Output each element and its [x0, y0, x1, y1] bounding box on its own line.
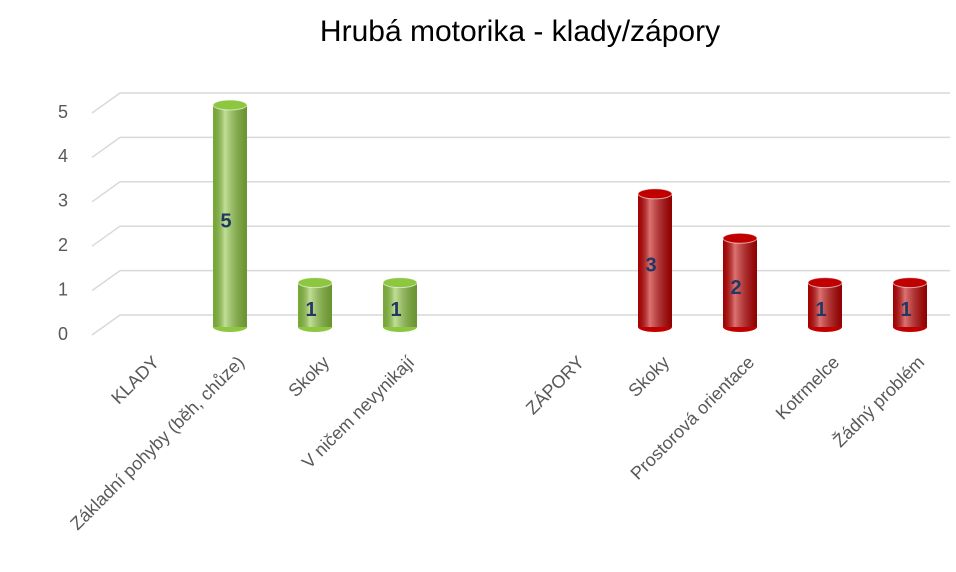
bar-shade — [298, 282, 332, 327]
data-label: 2 — [730, 277, 741, 299]
bar-top — [297, 277, 333, 289]
bar-group — [892, 277, 928, 332]
bar-shade — [893, 282, 927, 327]
y-tick-label: 5 — [58, 102, 68, 122]
bar-shade — [638, 193, 672, 327]
x-tick-label: KLADY — [107, 352, 163, 408]
grid-line — [91, 136, 950, 159]
y-tick-label: 2 — [58, 235, 68, 255]
x-tick-label: Kotrmelce — [772, 352, 843, 423]
data-label: 1 — [305, 299, 316, 321]
data-label: 3 — [645, 255, 656, 277]
bar-top — [722, 232, 758, 244]
data-label: 1 — [815, 299, 826, 321]
y-tick-label: 0 — [58, 324, 68, 344]
x-tick-label: Skoky — [624, 352, 673, 401]
x-tick-label: Základní pohyby (běh, chůze) — [66, 352, 248, 534]
bar-group — [212, 99, 248, 332]
y-tick-label: 3 — [58, 191, 68, 211]
grid-line — [91, 314, 950, 336]
bar-group — [722, 232, 758, 332]
data-label: 1 — [900, 299, 911, 321]
bar-group — [297, 277, 333, 332]
bar-top — [892, 277, 928, 289]
bar-top — [637, 188, 673, 200]
data-label: 5 — [220, 210, 231, 232]
bar-top — [807, 277, 843, 289]
chart-title: Hrubá motorika - klady/zápory — [320, 15, 720, 48]
x-tick-label: ZÁPORY — [522, 352, 588, 418]
grid-line — [91, 225, 950, 247]
bar-group — [382, 277, 418, 332]
grid-line — [91, 269, 950, 292]
y-tick-label: 1 — [58, 279, 68, 299]
bar-shade — [213, 105, 247, 327]
x-tick-label: Žádný problém — [829, 352, 928, 451]
bar-group — [637, 188, 673, 332]
bar-shade — [723, 238, 757, 327]
y-tick-label: 4 — [58, 146, 68, 166]
grid-line — [91, 92, 950, 114]
bar-group — [807, 277, 843, 332]
bar-shade — [808, 282, 842, 327]
data-label: 1 — [390, 299, 401, 321]
grid-line — [91, 181, 950, 203]
bar-top — [382, 277, 418, 289]
bar-top — [212, 99, 248, 111]
bar-shade — [383, 282, 417, 327]
x-tick-label: Skoky — [284, 352, 333, 401]
